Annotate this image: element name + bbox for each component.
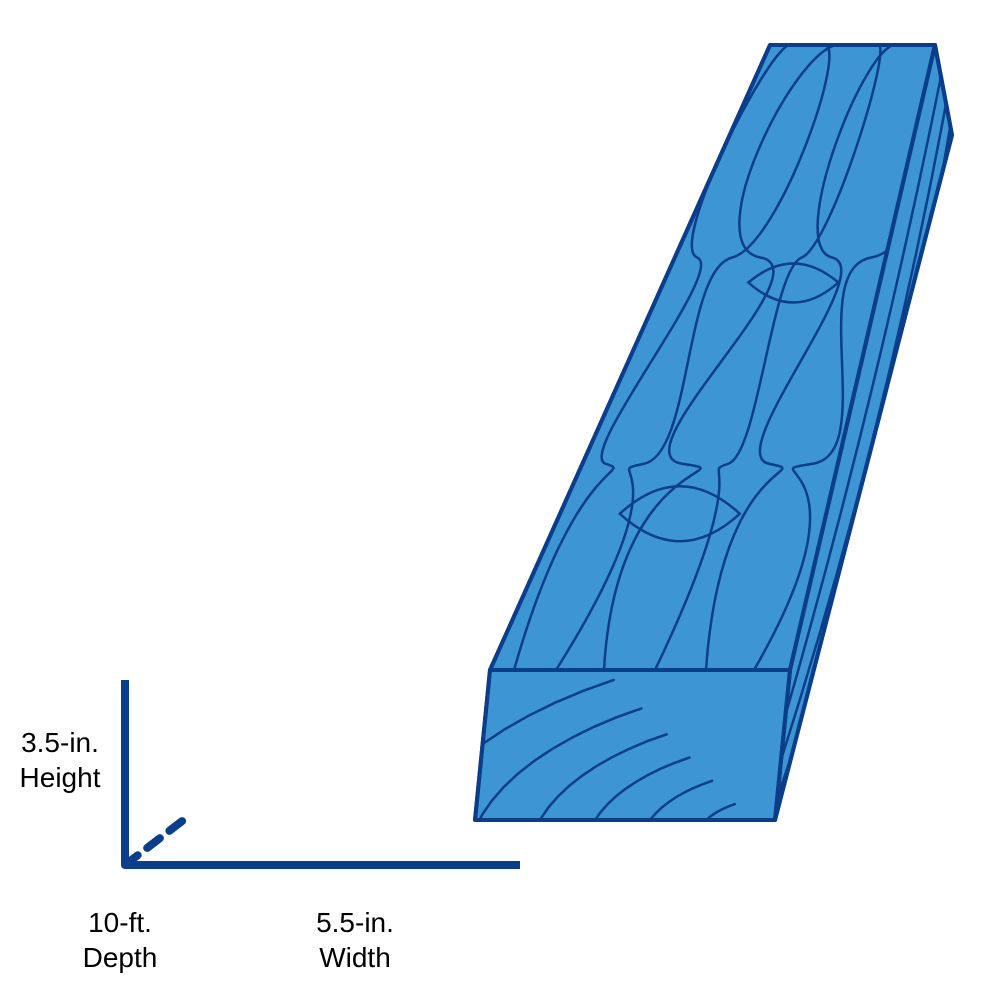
- diagram-canvas: 3.5-in. Height 10-ft. Depth 5.5-in. Widt…: [0, 0, 1000, 1000]
- depth-caption: Depth: [83, 942, 158, 973]
- width-label: 5.5-in. Width: [300, 905, 410, 975]
- height-value: 3.5-in.: [21, 727, 99, 758]
- depth-value: 10-ft.: [88, 907, 152, 938]
- lumber-diagram-svg: [0, 0, 1000, 1000]
- height-caption: Height: [20, 762, 101, 793]
- width-value: 5.5-in.: [316, 907, 394, 938]
- lumber-front-face: [475, 670, 790, 820]
- width-caption: Width: [319, 942, 391, 973]
- height-label: 3.5-in. Height: [5, 725, 115, 795]
- depth-label: 10-ft. Depth: [65, 905, 175, 975]
- axis-depth: [125, 815, 190, 865]
